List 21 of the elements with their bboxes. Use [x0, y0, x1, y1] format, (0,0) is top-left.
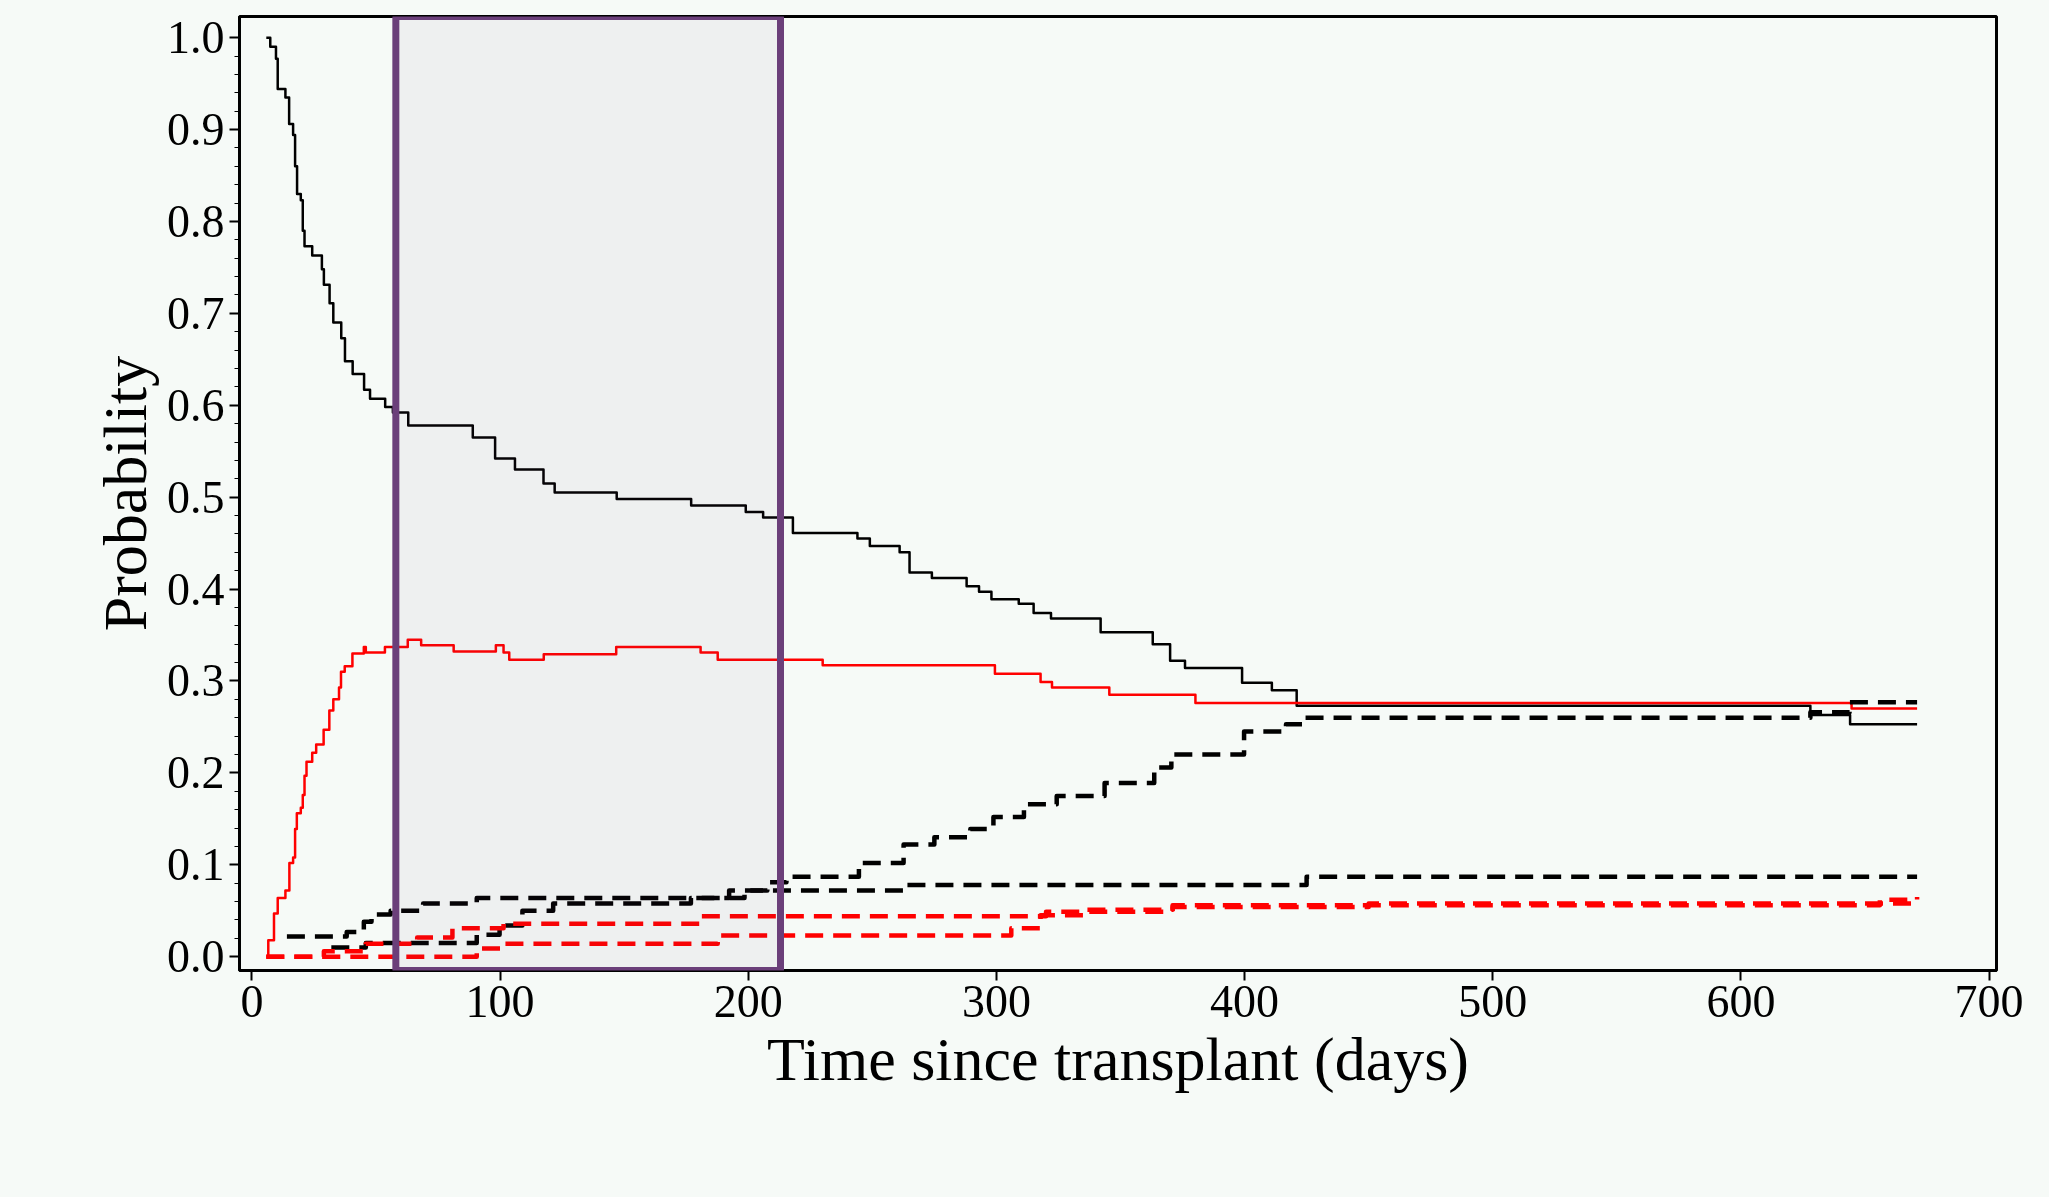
x-tick-label: 500 [1458, 975, 1528, 1027]
y-tick-label: 0.5 [167, 471, 225, 523]
y-tick-label: 0.7 [167, 287, 225, 339]
x-axis-title: Time since transplant (days) [767, 1024, 1469, 1094]
y-tick-label: 0.9 [167, 104, 225, 156]
y-tick-label: 0.8 [167, 195, 225, 247]
x-tick-label: 200 [713, 975, 783, 1027]
x-tick-label: 300 [961, 975, 1031, 1027]
y-tick-label: 0.4 [167, 563, 225, 615]
x-tick-label: 100 [465, 975, 535, 1027]
x-tick-label: 400 [1210, 975, 1280, 1027]
y-tick-label: 0.3 [167, 655, 225, 707]
x-tick-label: 0 [240, 975, 264, 1027]
y-tick-label: 0.6 [167, 379, 225, 431]
y-tick-label: 0.0 [167, 931, 225, 983]
x-tick-label: 700 [1954, 975, 2024, 1027]
y-tick-label: 1.0 [167, 12, 225, 64]
x-tick-label: 600 [1706, 975, 1776, 1027]
y-tick-label: 0.2 [167, 747, 225, 799]
y-tick-label: 0.1 [167, 839, 225, 891]
y-axis-title: Probability [91, 355, 159, 632]
